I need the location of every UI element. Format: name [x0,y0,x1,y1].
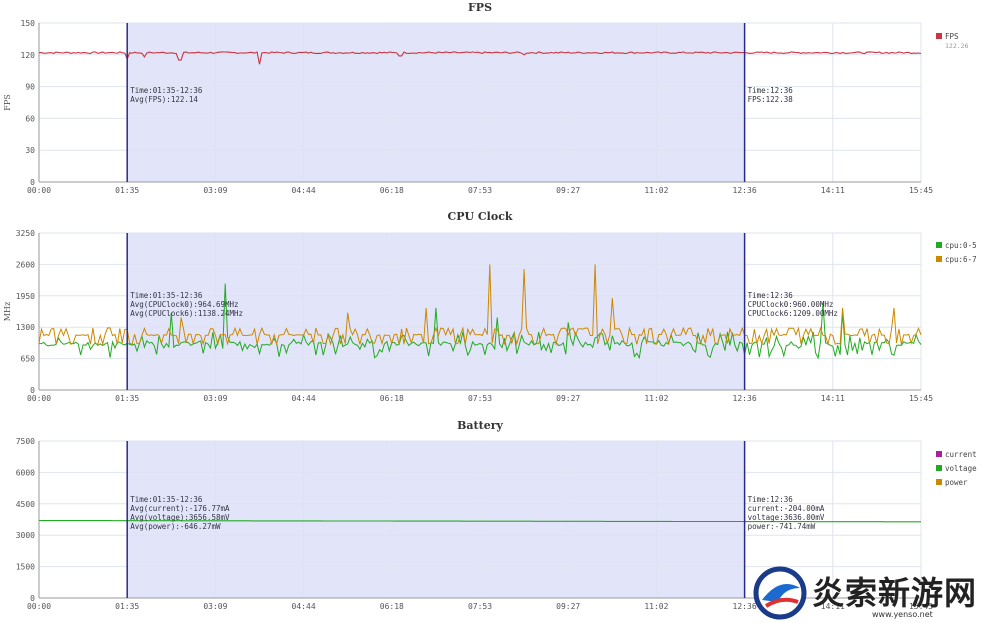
x-tick-label: 15:45 [909,394,933,403]
x-tick-label: 00:00 [27,186,51,195]
watermark-text: 炎索新游网 [812,574,978,612]
x-tick-label: 01:35 [115,602,139,611]
y-tick-label: 120 [21,51,36,60]
y-tick-label: 3250 [16,229,35,238]
x-tick-label: 03:09 [203,186,227,195]
x-tick-label: 09:27 [556,186,580,195]
x-tick-label: 12:36 [733,394,757,403]
x-tick-label: 14:11 [821,186,845,195]
x-tick-label: 06:18 [380,394,404,403]
annotation-right-line: Time:12:36 [748,86,794,95]
y-tick-label: 90 [25,83,35,92]
x-tick-label: 00:00 [27,394,51,403]
x-tick-label: 01:35 [115,186,139,195]
x-tick-label: 14:11 [821,602,845,611]
annotation-left-line: Avg(current):-176.77mA [130,504,230,513]
legend-label: current [945,450,977,459]
chart-title: Battery [457,419,503,432]
y-tick-label: 60 [25,114,35,123]
x-tick-label: 09:27 [556,394,580,403]
annotation-right-line: CPUClock0:960.00MHz [748,300,834,309]
legend-swatch [936,256,942,262]
annotation-right-line: current:-204.00mA [748,504,825,513]
x-tick-label: 11:02 [644,186,668,195]
selection-band [127,441,745,598]
watermark-logo-icon [753,566,807,620]
y-tick-label: 150 [21,19,36,28]
y-tick-label: 650 [21,355,36,364]
x-tick-label: 06:18 [380,186,404,195]
chart-title: CPU Clock [447,210,512,223]
annotation-right-line: voltage:3636.00mV [748,513,825,522]
legend-label: FPS [945,32,959,41]
x-tick-label: 04:44 [292,394,316,403]
y-axis-label: MHz [3,302,12,321]
annotation-right-line: Time:12:36 [748,495,794,504]
x-tick-label: 14:11 [821,394,845,403]
x-tick-label: 15:45 [909,602,933,611]
selection-band [127,23,745,182]
legend-sub-value: 122.26 [945,42,969,50]
legend-swatch [936,465,942,471]
y-tick-label: 0 [30,386,35,395]
legend-label: cpu:6-7 [945,255,977,264]
legend-swatch [936,242,942,248]
y-axis-label: FPS [3,94,12,110]
x-tick-label: 01:35 [115,394,139,403]
watermark: 炎索新游网 www.yenso.net [752,566,996,620]
annotation-left-line: Avg(CPUClock0):964.69MHz [130,300,238,309]
y-tick-label: 7500 [16,437,35,446]
y-tick-label: 1950 [16,292,35,301]
x-tick-label: 11:02 [644,394,668,403]
y-tick-label: 4500 [16,500,35,509]
annotation-right-line: Time:12:36 [748,291,794,300]
legend-swatch [936,451,942,457]
annotation-left-line: Time:01:35-12:36 [130,86,203,95]
y-tick-label: 3000 [16,531,35,540]
y-tick-label: 30 [25,146,35,155]
x-tick-label: 07:53 [468,394,492,403]
x-tick-label: 04:44 [292,602,316,611]
legend-label: power [945,478,968,487]
chart-title: FPS [468,1,492,14]
x-tick-label: 03:09 [203,394,227,403]
annotation-right-line: power:-741.74mW [748,522,816,531]
x-tick-label: 12:36 [733,602,757,611]
x-tick-label: 15:45 [909,186,933,195]
x-tick-label: 04:44 [292,186,316,195]
x-tick-label: 00:00 [27,602,51,611]
annotation-right-line: FPS:122.38 [748,95,794,104]
y-tick-label: 0 [30,594,35,603]
y-tick-label: 2600 [16,260,35,269]
series-line-cpu-6-7 [38,264,922,347]
x-tick-label: 06:18 [380,602,404,611]
y-tick-label: 0 [30,178,35,187]
annotation-right-line: CPUClock6:1209.00MHz [748,309,838,318]
annotation-left-line: Time:01:35-12:36 [130,291,203,300]
annotation-left-line: Avg(CPUClock6):1138.24MHz [130,309,243,318]
x-tick-label: 03:09 [203,602,227,611]
annotation-left-line: Avg(FPS):122.14 [130,95,198,104]
x-tick-label: 12:36 [733,186,757,195]
legend-label: cpu:0-5 [945,241,977,250]
legend-swatch [936,479,942,485]
x-tick-label: 11:02 [644,602,668,611]
series-line-fps [38,51,922,65]
annotation-left-line: Time:01:35-12:36 [130,495,203,504]
x-tick-label: 09:27 [556,602,580,611]
annotation-left-line: Avg(power):-646.27mW [130,522,221,531]
x-tick-label: 07:53 [468,186,492,195]
y-tick-label: 1300 [16,323,35,332]
annotation-left-line: Avg(voltage):3656.58mV [130,513,230,522]
y-tick-label: 1500 [16,563,35,572]
y-tick-label: 6000 [16,468,35,477]
series-line-voltage [38,519,921,523]
legend-label: voltage [945,464,977,473]
watermark-url: www.yenso.net [872,610,933,619]
legend-swatch [936,33,942,39]
x-tick-label: 07:53 [468,602,492,611]
